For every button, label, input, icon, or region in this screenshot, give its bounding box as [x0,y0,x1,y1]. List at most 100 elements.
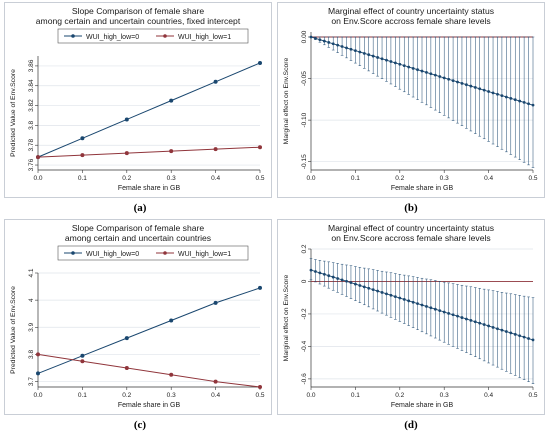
y-axis-label: Predicted Value of Env.Score [10,286,17,374]
estimate-point [358,50,362,54]
y-tick-label: -0.4 [301,340,308,352]
data-point [213,379,218,384]
y-tick-label: 3.8 [28,350,35,359]
x-tick-label: 0.0 [33,392,42,399]
chart-title-line: Slope Comparison of female share [72,6,205,16]
estimate-point [527,337,530,340]
estimate-point [438,309,442,312]
y-tick-label: 3.7 [28,377,35,386]
data-point [124,117,129,122]
legend-swatch-marker [71,34,75,38]
estimate-point [465,83,468,87]
estimate-point [362,51,366,55]
y-tick-label: -0.2 [301,308,308,320]
estimate-point [513,332,517,336]
estimate-point [509,331,513,335]
estimate-point [425,305,428,308]
x-tick-label: 0.2 [122,392,131,399]
data-point [36,155,40,160]
estimate-point [509,96,513,100]
estimate-point [416,68,419,72]
estimate-point [442,310,446,314]
estimate-point [482,323,486,326]
estimate-point [340,278,344,282]
estimate-point [340,45,344,48]
y-tick-label: 3.78 [28,139,35,152]
chart-title-line: on Env.Score accross female share levels [331,16,490,26]
y-tick-label: 3.82 [28,99,35,112]
estimate-point [500,328,504,332]
estimate-point [318,271,322,275]
legend-swatch-marker [163,34,167,38]
x-tick-label: 0.1 [351,392,360,399]
y-tick-label: 3.76 [28,158,35,171]
estimate-point [460,316,464,319]
x-tick-label: 0.4 [211,175,220,182]
estimate-point [376,289,379,293]
legend-swatch-marker [71,251,75,255]
x-axis-label: Female share in GB [118,402,181,409]
x-tick-label: 0.0 [33,175,42,182]
estimate-point [433,73,437,77]
estimate-point [429,72,433,76]
x-tick-label: 0.2 [122,175,131,182]
x-tick-label: 0.4 [484,175,493,182]
data-point [36,352,40,357]
y-tick-label: -0.05 [301,71,308,86]
estimate-point [407,65,411,69]
estimate-point [500,94,504,98]
data-point [36,371,40,376]
x-tick-label: 0.5 [528,392,537,399]
estimate-point [447,77,451,81]
data-point [258,145,262,150]
y-tick-label: -0.6 [301,373,308,385]
chart-svg: Marginal effect of country uncertainty s… [277,2,545,198]
data-point [169,98,174,103]
estimate-point [456,314,459,318]
estimate-point [487,90,490,93]
estimate-point [367,286,371,290]
estimate-point [478,321,482,325]
estimate-point [362,285,366,289]
data-point [169,318,174,323]
estimate-point [442,76,446,80]
legend-box [57,245,249,261]
y-tick-label: -0.10 [301,112,308,127]
panel-label-c: (c) [133,419,147,431]
estimate-point [367,53,371,57]
y-tick-label: 4 [28,298,35,302]
estimate-point [456,80,459,84]
chart-legend: WUI_high_low=0 WUI_high_low=1 [57,245,249,261]
legend-label: WUI_high_low=0 [86,34,139,41]
x-tick-label: 0.3 [167,175,176,182]
estimate-point [380,57,384,61]
chart-title-line: on Env.Score accross female share levels [331,233,490,243]
data-point [213,300,218,305]
estimate-point [349,47,353,51]
x-axis-label: Female share in GB [118,185,181,192]
data-point [80,359,85,364]
y-axis-label: Marginal effect on Env.Score [283,57,290,144]
estimate-point [407,299,411,303]
estimate-point [527,102,530,106]
data-point [258,285,262,290]
estimate-point [411,300,415,304]
chart-title-line: Slope Comparison of female share [72,223,205,233]
chart-title-line: Marginal effect of country uncertainty s… [328,223,494,233]
y-tick-label: 3.8 [28,120,35,129]
x-tick-label: 0.0 [306,392,315,399]
estimate-point [402,64,406,68]
estimate-point [531,338,535,342]
chart-frame [277,219,545,415]
panel-label-a: (a) [133,202,147,214]
estimate-point [314,36,317,40]
legend-swatch-marker [163,251,167,255]
x-tick-label: 0.5 [255,175,264,182]
estimate-point [318,38,322,42]
x-tick-label: 0.5 [255,392,264,399]
y-tick-label: -0.15 [301,154,308,169]
estimate-point [473,86,477,89]
data-point [80,136,85,141]
chart-title-line: Marginal effect of country uncertainty s… [328,6,494,16]
